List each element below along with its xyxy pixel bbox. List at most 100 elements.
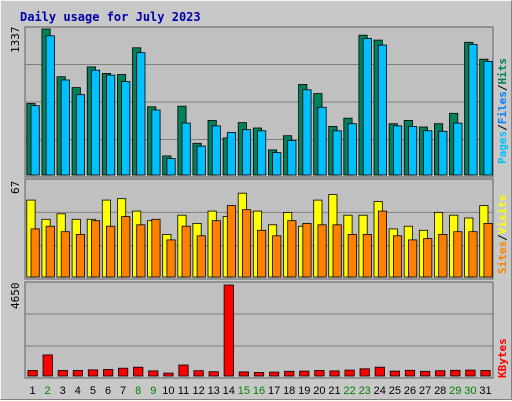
- kbytes-bar: [374, 366, 385, 377]
- day-label: 8: [135, 385, 141, 397]
- hits-panel-max-label: 1337: [9, 27, 22, 54]
- files-bar: [106, 74, 116, 176]
- kbytes-bar: [268, 371, 280, 377]
- files-bar: [468, 44, 478, 176]
- files-bar: [408, 126, 418, 176]
- bars: [26, 28, 493, 377]
- kbytes-bar: [87, 369, 99, 377]
- sites-bar: [241, 209, 252, 278]
- kbytes-bar: [435, 370, 446, 377]
- files-bar: [151, 109, 161, 176]
- files-bar: [91, 69, 101, 176]
- files-bar: [121, 81, 131, 176]
- sites-bar: [91, 220, 101, 278]
- files-bar: [392, 125, 403, 176]
- day-label: 12: [192, 385, 204, 397]
- files-bar: [272, 152, 282, 176]
- kbytes-bar: [404, 369, 416, 377]
- kbytes-bar: [284, 370, 295, 377]
- sites-bar: [45, 225, 55, 278]
- day-label: 23: [359, 385, 371, 397]
- kbytes-bar: [133, 366, 144, 377]
- kbytes-bar: [253, 372, 265, 377]
- day-label: 28: [434, 385, 446, 397]
- sites-bar: [377, 210, 387, 278]
- day-label: 6: [105, 385, 111, 397]
- sites-bar: [332, 224, 342, 278]
- day-label: 17: [268, 385, 280, 397]
- kbytes-bar: [163, 372, 174, 377]
- files-bar: [377, 44, 387, 176]
- kbytes-bar: [223, 284, 234, 377]
- sites-bar: [121, 216, 131, 278]
- files-bar: [317, 106, 327, 176]
- kbytes-bar: [193, 370, 204, 377]
- day-label: 21: [328, 385, 340, 397]
- legend-hits: Hits: [496, 58, 509, 85]
- files-bar: [257, 130, 267, 176]
- files-bar: [483, 61, 493, 176]
- kbytes-bar: [118, 367, 129, 377]
- legend-files: Files: [496, 91, 509, 124]
- sites-bar: [302, 222, 312, 278]
- day-label: 5: [90, 385, 96, 397]
- day-label: 24: [374, 385, 386, 397]
- kbytes-bar: [178, 364, 189, 377]
- day-label: 18: [283, 385, 295, 397]
- day-label: 15: [238, 385, 250, 397]
- day-label: 1: [29, 385, 35, 397]
- sites-bar: [483, 222, 493, 278]
- day-label: 19: [298, 385, 310, 397]
- kbytes-bar: [208, 371, 219, 377]
- sites-bar: [468, 231, 478, 278]
- sites-bar: [181, 225, 191, 278]
- kbytes-bar: [389, 370, 401, 377]
- sites-bar: [60, 231, 70, 278]
- kbytes-bar: [238, 371, 249, 377]
- files-bar: [166, 158, 176, 176]
- sites-bar: [438, 233, 448, 278]
- kbytes-bar: [314, 370, 325, 377]
- visits-panel-legend: Sites/Visits: [496, 195, 509, 275]
- day-label: 25: [389, 385, 401, 397]
- day-label: 27: [419, 385, 431, 397]
- files-bar: [287, 140, 297, 176]
- kbytes-panel-legend: KBytes: [496, 338, 509, 378]
- kbytes-panel-background: [24, 281, 494, 379]
- files-bar: [362, 38, 372, 176]
- day-label: 7: [120, 385, 126, 397]
- day-label: 4: [75, 385, 81, 397]
- files-bar: [453, 122, 463, 176]
- hits-panel-legend: Pages/Files/Hits: [496, 58, 509, 164]
- sites-bar: [362, 233, 372, 278]
- kbytes-bar: [480, 370, 491, 377]
- files-bar: [438, 130, 448, 176]
- sites-bar: [226, 205, 237, 278]
- kbytes-bar: [42, 354, 53, 377]
- sites-bar: [317, 224, 327, 278]
- day-label: 20: [313, 385, 325, 397]
- sites-bar: [196, 235, 206, 278]
- files-bar: [332, 130, 342, 176]
- sites-bar: [151, 218, 161, 278]
- day-label: 2: [45, 385, 51, 397]
- files-bar: [136, 52, 146, 176]
- files-bar: [196, 145, 206, 176]
- day-label: 3: [60, 385, 66, 397]
- kbytes-bar: [359, 368, 370, 377]
- kbytes-bar: [299, 370, 310, 377]
- day-label: 29: [449, 385, 461, 397]
- day-labels: 1 2 3 4 5 6 7 8 9 10 11 12 13 14 15 16 17 18 19 20 21 22 23 24 2…: [29, 385, 491, 397]
- visits-panel-max-label: 67: [9, 181, 22, 194]
- legend-sites: Sites: [496, 241, 509, 274]
- kbytes-bar: [148, 370, 159, 377]
- legend-kbytes: KBytes: [496, 338, 509, 378]
- day-label: 31: [479, 385, 491, 397]
- sites-bar: [136, 224, 146, 278]
- kbytes-bar: [344, 369, 355, 377]
- files-bar: [75, 94, 86, 176]
- kbytes-bar: [72, 370, 83, 377]
- day-label: 13: [208, 385, 220, 397]
